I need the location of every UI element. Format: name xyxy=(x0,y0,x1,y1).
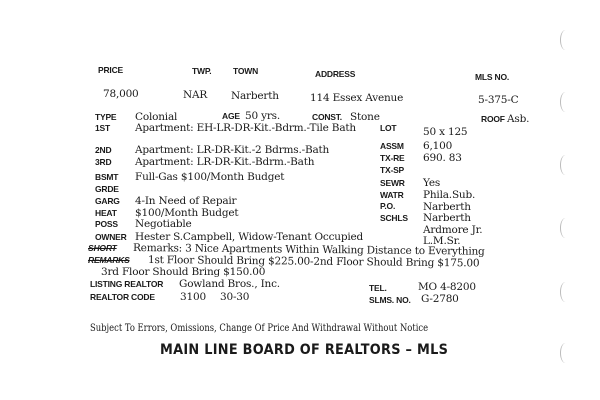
field-label: POSS xyxy=(95,219,118,229)
town-label: TOWN xyxy=(233,66,259,76)
field-value: Narberth xyxy=(423,201,471,213)
field-label: GARG xyxy=(95,196,120,206)
school-jr: Ardmore Jr. xyxy=(423,224,483,236)
age-value: 50 yrs. xyxy=(245,110,280,122)
field-label: HEAT xyxy=(95,208,117,218)
field-value: Apartment: LR-DR-Kit.-2 Bdrms.-Bath xyxy=(135,144,330,156)
field-value: 50 x 125 xyxy=(423,126,468,138)
field-value: Colonial xyxy=(135,111,178,123)
field-label: TYPE xyxy=(95,112,117,122)
board-title: MAIN LINE BOARD OF REALTORS – MLS xyxy=(160,342,449,358)
address-value: 114 Essex Avenue xyxy=(310,92,404,104)
punch-hole xyxy=(560,218,571,238)
town-value: Narberth xyxy=(231,90,279,102)
listing-realtor-label: LISTING REALTOR xyxy=(90,279,164,289)
roof-value: Asb. xyxy=(507,113,530,125)
punch-hole xyxy=(560,343,571,363)
twp-label: TWP. xyxy=(192,66,212,76)
field-value: Apartment: LR-DR-Kit.-Bdrm.-Bath xyxy=(135,156,315,168)
field-label: GRDE xyxy=(95,184,119,194)
tel-label: TEL. xyxy=(369,283,387,293)
field-label: WATR xyxy=(380,190,404,200)
short-label: SHORT xyxy=(88,243,117,253)
tel-value: MO 4-8200 xyxy=(418,281,476,293)
field-label: LOT xyxy=(380,123,397,133)
field-label: 3RD xyxy=(95,157,112,167)
field-label: OWNER xyxy=(95,232,127,242)
price-value: 78,000 xyxy=(103,88,139,100)
field-label: 2ND xyxy=(95,145,112,155)
const-label: CONST. xyxy=(312,112,342,122)
mls-label: MLS NO. xyxy=(475,72,510,82)
mls-value: 5-375-C xyxy=(478,94,519,106)
field-value: Yes xyxy=(423,177,441,189)
field-value: $100/Month Budget xyxy=(135,207,239,219)
address-label: ADDRESS xyxy=(315,69,356,79)
field-value: Apartment: EH-LR-DR-Kit.-Bdrm.-Tile Bath xyxy=(135,122,356,134)
field-value: Full-Gas $100/Month Budget xyxy=(135,171,285,183)
punch-hole xyxy=(560,282,571,302)
remarks-line-3: 3rd Floor Should Bring $150.00 xyxy=(101,266,266,278)
field-label: P.O. xyxy=(380,201,396,211)
punch-hole xyxy=(560,155,571,175)
school-sr: L.M.Sr. xyxy=(423,235,461,247)
field-label: ASSM xyxy=(380,141,404,151)
field-value: 690. 83 xyxy=(423,152,462,164)
listing-realtor-value: Gowland Bros., Inc. xyxy=(179,278,280,290)
field-label: TX-RE xyxy=(380,153,405,163)
punch-hole xyxy=(560,92,571,112)
field-value: Phila.Sub. xyxy=(423,189,476,201)
age-label: AGE xyxy=(222,111,240,121)
twp-value: NAR xyxy=(183,89,208,101)
slms-label: SLMS. NO. xyxy=(369,295,411,305)
field-label: 1ST xyxy=(95,123,110,133)
field-value: Narberth xyxy=(423,212,471,224)
field-label: SCHLS xyxy=(380,213,408,223)
realtor-code-value: 3100 xyxy=(180,291,206,303)
field-label: TX-SP xyxy=(380,165,405,175)
const-value: Stone xyxy=(350,111,380,123)
field-value: Negotiable xyxy=(135,218,192,230)
price-label: PRICE xyxy=(98,65,123,75)
punch-hole xyxy=(560,30,571,50)
realtor-code-label: REALTOR CODE xyxy=(90,292,155,302)
disclaimer: Subject To Errors, Omissions, Change Of … xyxy=(90,322,429,334)
field-value: 6,100 xyxy=(423,140,453,152)
realtor-code-2: 30-30 xyxy=(220,291,250,303)
field-value: 4-In Need of Repair xyxy=(135,195,237,207)
field-label: SEWR xyxy=(380,178,405,188)
roof-label: ROOF xyxy=(481,114,505,124)
field-label: BSMT xyxy=(95,172,119,182)
field-value: Hester S.Campbell, Widow-Tenant Occupied xyxy=(135,231,364,243)
remarks-label: REMARKS xyxy=(88,255,130,265)
slms-value: G-2780 xyxy=(421,293,459,305)
